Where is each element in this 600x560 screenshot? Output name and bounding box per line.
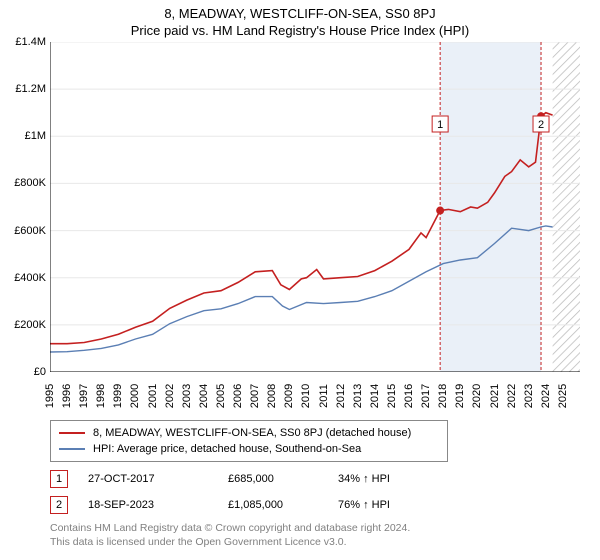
footer-line: Contains HM Land Registry data © Crown c… xyxy=(50,522,600,536)
future-hatch xyxy=(553,42,580,372)
shaded-band xyxy=(440,42,541,372)
legend-swatch xyxy=(59,448,85,450)
y-tick-label: £1.2M xyxy=(15,83,46,95)
x-tick-label: 2006 xyxy=(232,384,244,408)
x-tick-label: 2009 xyxy=(283,384,295,408)
x-tick-label: 2017 xyxy=(420,384,432,408)
price-chart: 12£0£200K£400K£600K£800K£1M£1.2M£1.4M199… xyxy=(50,42,580,372)
x-tick-label: 2023 xyxy=(523,384,535,408)
x-tick-label: 2011 xyxy=(318,384,330,408)
x-tick-label: 2022 xyxy=(506,384,518,408)
x-tick-label: 2018 xyxy=(437,384,449,408)
y-tick-label: £400K xyxy=(14,272,46,284)
sale-price: £1,085,000 xyxy=(228,499,338,511)
sale-badge: 2 xyxy=(50,496,68,514)
chart-container: 8, MEADWAY, WESTCLIFF-ON-SEA, SS0 8PJ Pr… xyxy=(0,0,600,560)
y-tick-label: £800K xyxy=(14,177,46,189)
sale-badge: 1 xyxy=(50,470,68,488)
sale-badge-num: 2 xyxy=(56,499,62,511)
legend: 8, MEADWAY, WESTCLIFF-ON-SEA, SS0 8PJ (d… xyxy=(50,420,448,462)
legend-label: 8, MEADWAY, WESTCLIFF-ON-SEA, SS0 8PJ (d… xyxy=(93,427,411,439)
x-tick-label: 2013 xyxy=(352,384,364,408)
x-tick-label: 2001 xyxy=(147,384,159,408)
x-tick-label: 2021 xyxy=(489,384,501,408)
x-tick-label: 2012 xyxy=(335,384,347,408)
sale-row: 2 18-SEP-2023 £1,085,000 76% ↑ HPI xyxy=(50,496,600,514)
x-tick-label: 2002 xyxy=(164,384,176,408)
x-tick-label: 2019 xyxy=(454,384,466,408)
sale-vs-hpi: 76% ↑ HPI xyxy=(338,499,390,511)
x-tick-label: 2016 xyxy=(403,384,415,408)
sale-price: £685,000 xyxy=(228,473,338,485)
y-tick-label: £1M xyxy=(25,130,46,142)
x-tick-label: 1999 xyxy=(112,384,124,408)
x-tick-label: 2004 xyxy=(198,384,210,408)
x-tick-label: 2000 xyxy=(129,384,141,408)
footer-attribution: Contains HM Land Registry data © Crown c… xyxy=(50,522,600,549)
y-tick-label: £200K xyxy=(14,319,46,331)
page-title-address: 8, MEADWAY, WESTCLIFF-ON-SEA, SS0 8PJ xyxy=(0,0,600,21)
sale-marker xyxy=(436,207,444,215)
sale-flag-num: 1 xyxy=(437,119,443,131)
y-tick-label: £0 xyxy=(34,366,46,378)
y-tick-label: £600K xyxy=(14,225,46,237)
x-tick-label: 2010 xyxy=(300,384,312,408)
sale-vs-hpi: 34% ↑ HPI xyxy=(338,473,390,485)
footer-line: This data is licensed under the Open Gov… xyxy=(50,536,600,550)
legend-item: HPI: Average price, detached house, Sout… xyxy=(59,441,439,457)
x-tick-label: 2008 xyxy=(266,384,278,408)
x-tick-label: 1996 xyxy=(61,384,73,408)
x-tick-label: 2025 xyxy=(557,384,569,408)
x-tick-label: 1998 xyxy=(95,384,107,408)
sale-flag-num: 2 xyxy=(538,119,544,131)
sale-badge-num: 1 xyxy=(56,473,62,485)
sale-date: 18-SEP-2023 xyxy=(88,499,228,511)
x-tick-label: 2024 xyxy=(540,384,552,408)
x-tick-label: 2003 xyxy=(181,384,193,408)
x-tick-label: 1997 xyxy=(78,384,90,408)
y-tick-label: £1.4M xyxy=(15,36,46,48)
sale-row: 1 27-OCT-2017 £685,000 34% ↑ HPI xyxy=(50,470,600,488)
legend-item: 8, MEADWAY, WESTCLIFF-ON-SEA, SS0 8PJ (d… xyxy=(59,425,439,441)
x-tick-label: 2014 xyxy=(369,384,381,408)
legend-label: HPI: Average price, detached house, Sout… xyxy=(93,443,361,455)
x-tick-label: 2007 xyxy=(249,384,261,408)
x-tick-label: 2005 xyxy=(215,384,227,408)
sale-date: 27-OCT-2017 xyxy=(88,473,228,485)
x-tick-label: 1995 xyxy=(44,384,56,408)
x-tick-label: 2015 xyxy=(386,384,398,408)
chart-svg: 12 xyxy=(50,42,580,372)
x-tick-label: 2020 xyxy=(471,384,483,408)
page-title-sub: Price paid vs. HM Land Registry's House … xyxy=(0,21,600,42)
legend-swatch xyxy=(59,432,85,434)
